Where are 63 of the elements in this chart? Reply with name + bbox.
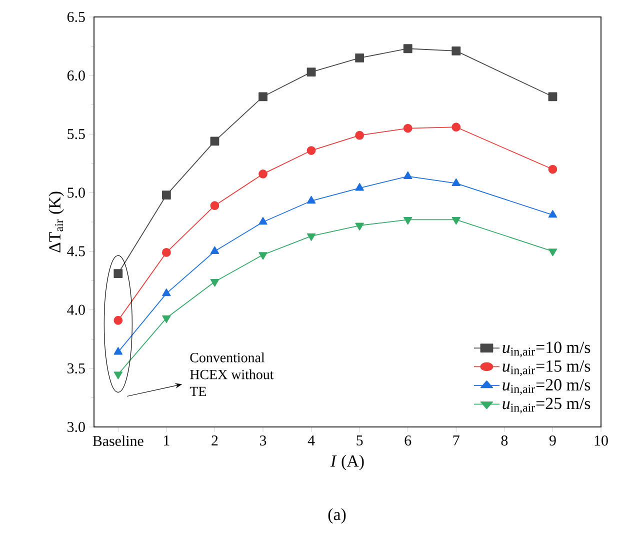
x-tick-label: 5	[356, 436, 363, 446]
y-axis-title: ΔT$_{air}$ (K)	[48, 192, 64, 252]
point	[355, 130, 364, 140]
y-tick-label: 4.0	[67, 304, 85, 315]
y-tick-label: 3.0	[68, 422, 85, 432]
x-tick-label: 9	[549, 436, 556, 446]
point	[210, 201, 220, 210]
point	[162, 288, 171, 296]
x-tick-label: Baseline	[92, 436, 144, 446]
legend-label: u$_{in,air}$=25 m/s	[502, 398, 590, 414]
x-tick-label: 1	[164, 436, 170, 446]
x-axis-title: I (A)	[330, 454, 364, 470]
y-tick-label: 4.5	[67, 246, 85, 256]
point	[355, 183, 364, 191]
point	[403, 44, 412, 54]
point	[258, 252, 268, 260]
y-tick-label: 5.0	[68, 188, 85, 198]
point	[210, 136, 220, 146]
point	[548, 164, 558, 174]
point	[162, 190, 171, 200]
point	[548, 210, 558, 218]
point	[355, 222, 364, 230]
legend-label: u$_{in,air}$=15 m/s	[502, 360, 590, 376]
point	[258, 170, 268, 178]
legend-label: u$_{in,air}$=20 m/s	[502, 379, 590, 395]
point	[355, 54, 364, 62]
point	[548, 248, 558, 256]
point	[114, 316, 123, 325]
point	[162, 315, 171, 323]
point	[452, 216, 460, 225]
point	[452, 122, 461, 132]
point	[258, 92, 268, 102]
y-tick-label: 6.5	[67, 12, 85, 22]
point	[306, 233, 316, 241]
point	[210, 246, 220, 254]
x-tick-label: 7	[453, 436, 460, 446]
point	[306, 196, 316, 204]
point	[114, 372, 122, 380]
y-tick-label: 6.0	[67, 70, 85, 81]
x-tick-label: 6	[404, 436, 412, 446]
x-tick-label: 4	[308, 436, 315, 446]
point	[114, 269, 123, 278]
x-tick-label: 8	[501, 436, 508, 446]
text: (a)	[328, 508, 346, 524]
annotation: Conventional HCEX without TE	[190, 352, 274, 396]
point	[210, 279, 220, 287]
point	[452, 46, 461, 56]
x-tick-label: 10	[594, 436, 608, 446]
x-tick-label: 3	[260, 436, 266, 446]
point	[452, 178, 460, 186]
x-tick-label: 2	[212, 436, 218, 446]
point	[403, 124, 412, 133]
y-tick-label: 3.5	[68, 363, 85, 374]
point	[258, 217, 268, 225]
y-tick-label: 5.5	[68, 129, 85, 140]
point	[114, 347, 122, 355]
point	[548, 92, 558, 102]
point	[306, 146, 316, 155]
point	[404, 171, 412, 179]
point	[306, 68, 316, 76]
point	[162, 248, 171, 257]
legend-label: u$_{in,air}$=10 m/s	[502, 342, 590, 358]
point	[404, 216, 412, 225]
